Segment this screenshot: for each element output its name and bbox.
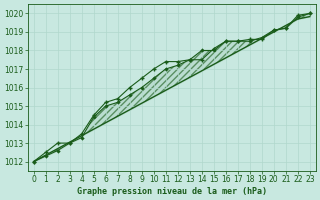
X-axis label: Graphe pression niveau de la mer (hPa): Graphe pression niveau de la mer (hPa): [77, 187, 267, 196]
